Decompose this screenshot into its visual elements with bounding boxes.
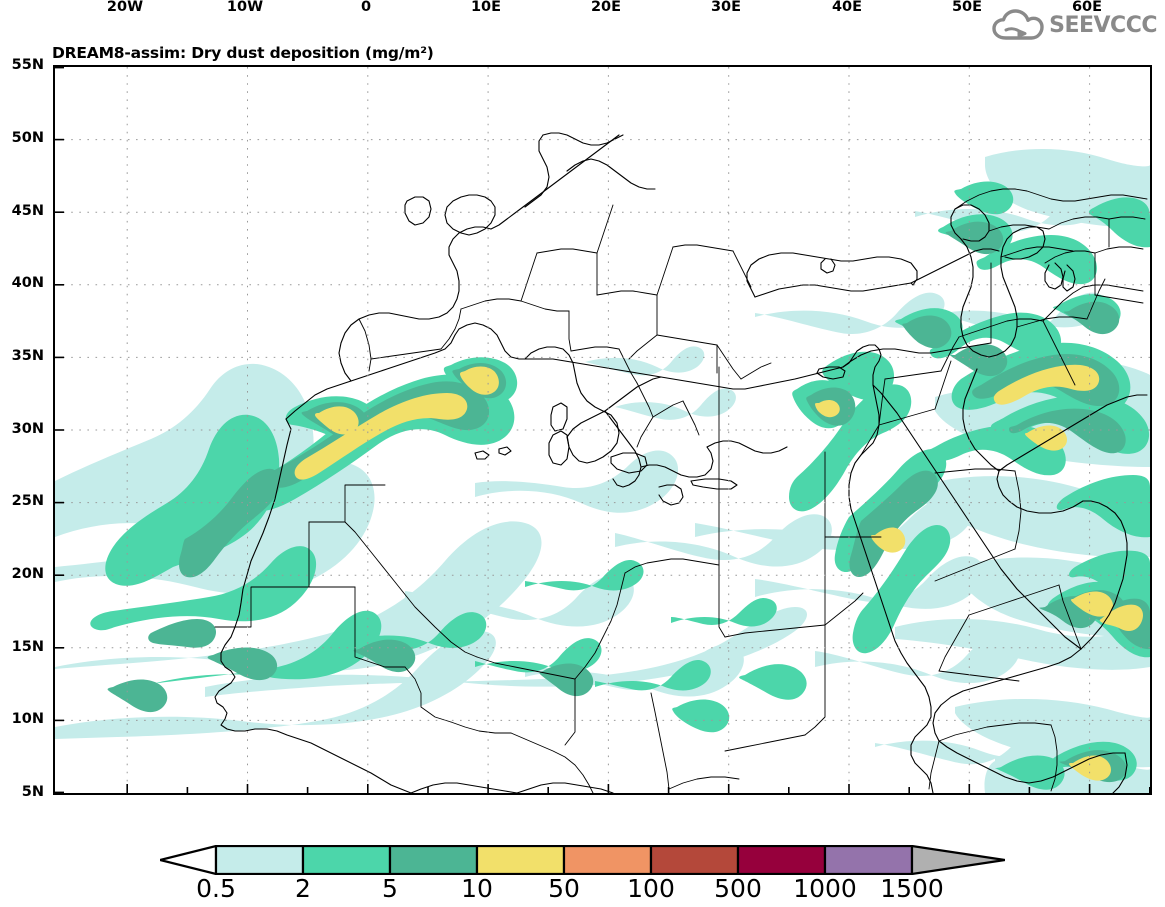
lon-label-0: 0 bbox=[360, 0, 372, 15]
lat-label-25N: 25N bbox=[11, 493, 44, 509]
lat-label-30N: 30N bbox=[11, 421, 44, 437]
lat-label-35N: 35N bbox=[11, 348, 44, 364]
colorbar-swatch-2 bbox=[301, 845, 392, 875]
colorbar-swatch-5 bbox=[562, 845, 653, 875]
colorbar-swatch-3 bbox=[388, 845, 479, 875]
lon-label-10W: 10W bbox=[226, 0, 264, 15]
chart-title: DREAM8-assim: Dry dust deposition (mg/m²… bbox=[52, 44, 434, 62]
colorbar-svg bbox=[160, 845, 1005, 875]
map-geography bbox=[214, 132, 1148, 793]
lat-label-5N: 5N bbox=[21, 784, 44, 800]
lat-label-50N: 50N bbox=[11, 130, 44, 146]
lat-label-45N: 45N bbox=[11, 203, 44, 219]
map-plot-area bbox=[53, 65, 1152, 795]
colorbar-swatch-8 bbox=[823, 845, 914, 875]
dust-band-10-50 bbox=[294, 364, 1143, 781]
lat-label-20N: 20N bbox=[11, 566, 44, 582]
colorbar-tick-5: 5 bbox=[382, 874, 398, 903]
colorbar-swatch-4 bbox=[475, 845, 566, 875]
cloud-icon bbox=[992, 9, 1044, 40]
lon-label-50E: 50E bbox=[951, 0, 983, 15]
colorbar-swatch-6 bbox=[649, 845, 740, 875]
colorbar-tick-10: 10 bbox=[461, 874, 493, 903]
lat-label-15N: 15N bbox=[11, 639, 44, 655]
colorbar-tick-0.5: 0.5 bbox=[196, 874, 236, 903]
axis-ticks bbox=[55, 67, 1150, 793]
lon-label-10E: 10E bbox=[470, 0, 502, 15]
seevccc-logo: SEEVCCC bbox=[992, 8, 1157, 42]
colorbar-tick-1000: 1000 bbox=[793, 874, 857, 903]
map-canvas bbox=[55, 67, 1150, 793]
colorbar-swatch-1 bbox=[214, 845, 305, 875]
lon-label-30E: 30E bbox=[710, 0, 742, 15]
logo-text: SEEVCCC bbox=[1049, 12, 1157, 38]
lat-label-10N: 10N bbox=[11, 711, 44, 727]
colorbar-tick-2: 2 bbox=[295, 874, 311, 903]
lon-label-20E: 20E bbox=[590, 0, 622, 15]
colorbar-under-arrow bbox=[160, 845, 218, 875]
colorbar bbox=[160, 845, 1005, 875]
lat-label-40N: 40N bbox=[11, 275, 44, 291]
lon-label-40E: 40E bbox=[831, 0, 863, 15]
colorbar-tick-100: 100 bbox=[627, 874, 675, 903]
colorbar-tick-1500: 1500 bbox=[880, 874, 944, 903]
lat-label-55N: 55N bbox=[11, 57, 44, 73]
lon-label-20W: 20W bbox=[106, 0, 144, 15]
colorbar-tick-50: 50 bbox=[548, 874, 580, 903]
lon-label-60E: 60E bbox=[1071, 0, 1103, 15]
colorbar-tick-500: 500 bbox=[714, 874, 762, 903]
colorbar-swatch-7 bbox=[736, 845, 827, 875]
colorbar-over-arrow bbox=[910, 845, 1005, 875]
